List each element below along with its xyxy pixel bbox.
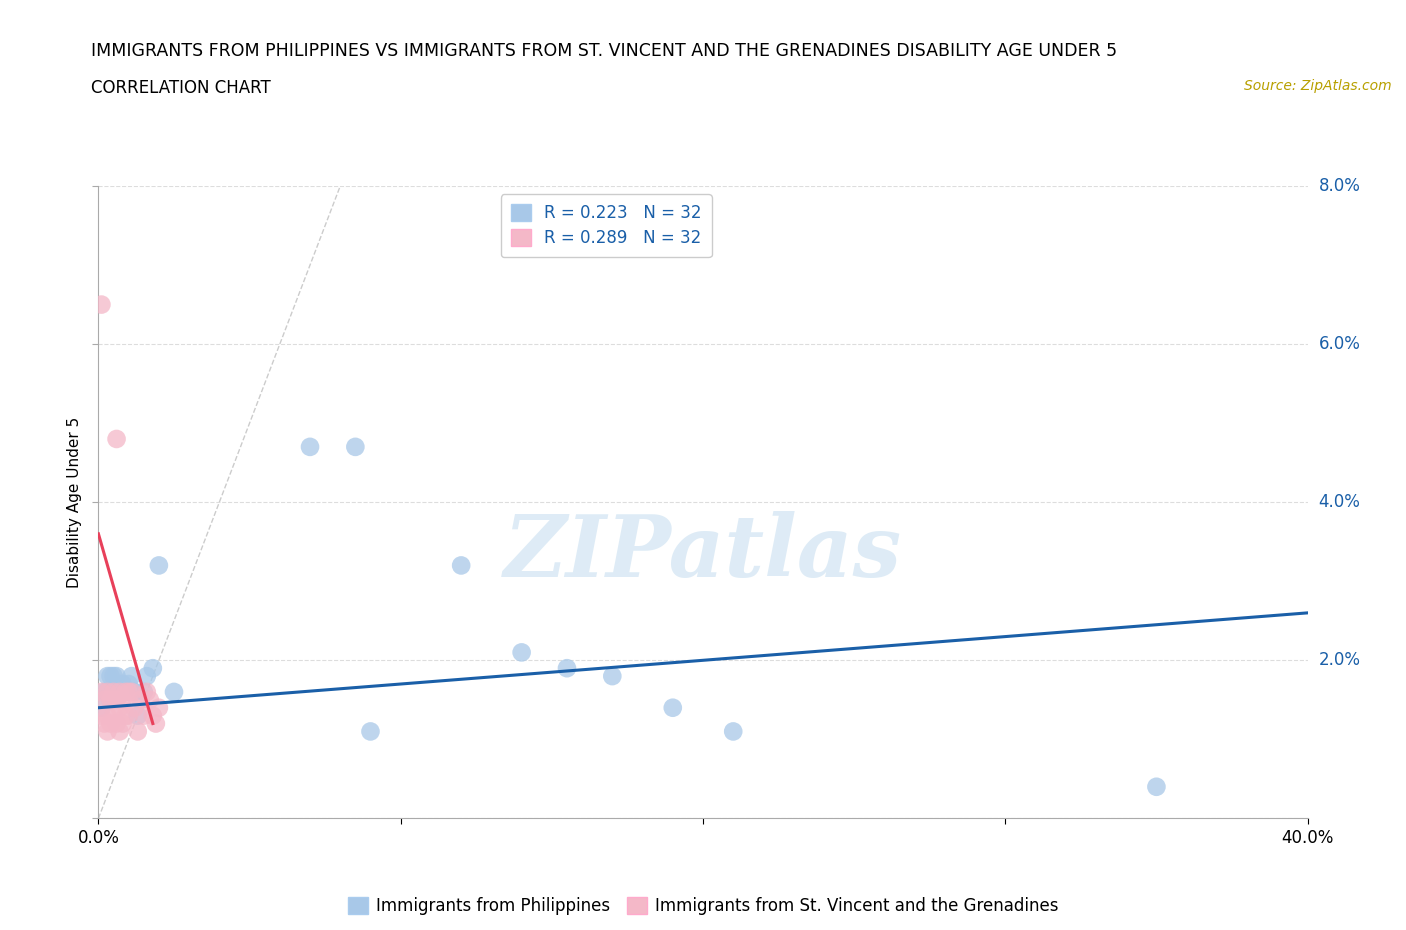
Point (142, 660, 165, 675)
Point (96, 684, 118, 699)
Point (108, 724, 131, 738)
Point (118, 709, 141, 724)
Point (93, 684, 115, 699)
Point (142, 709, 165, 724)
Point (96, 709, 118, 724)
Point (93, 716, 115, 731)
Point (118, 684, 141, 699)
Point (114, 684, 136, 699)
Point (90, 684, 112, 699)
Point (96, 684, 118, 699)
Point (108, 684, 131, 699)
Point (111, 716, 134, 731)
Point (90, 709, 112, 724)
Point (105, 692, 128, 708)
Point (105, 716, 128, 731)
Point (135, 684, 157, 699)
Point (135, 669, 157, 684)
Text: 8.0%: 8.0% (1319, 177, 1361, 195)
Point (105, 432, 128, 446)
Point (105, 692, 128, 708)
Point (661, 700, 683, 715)
Point (360, 724, 382, 738)
Point (105, 669, 128, 684)
Point (450, 558, 472, 573)
Point (148, 558, 170, 573)
Point (108, 700, 131, 715)
Point (124, 684, 146, 699)
Point (132, 709, 155, 724)
Point (163, 684, 186, 699)
Point (100, 692, 122, 708)
Point (145, 716, 167, 731)
Point (114, 709, 136, 724)
Point (90, 700, 112, 715)
Point (127, 724, 149, 738)
Point (108, 684, 131, 699)
Point (299, 440, 322, 455)
Point (100, 669, 122, 684)
Point (114, 684, 136, 699)
Point (132, 684, 155, 699)
Text: 4.0%: 4.0% (1319, 493, 1361, 512)
Point (118, 677, 141, 692)
Text: CORRELATION CHART: CORRELATION CHART (91, 79, 271, 97)
Point (103, 684, 125, 699)
Point (721, 724, 744, 738)
Point (103, 684, 125, 699)
Point (103, 669, 125, 684)
Point (100, 716, 122, 731)
Point (139, 692, 162, 708)
Point (127, 709, 149, 724)
Point (1144, 779, 1167, 794)
Point (90, 298, 112, 312)
Point (111, 692, 134, 708)
Text: ZIPatlas: ZIPatlas (503, 512, 903, 594)
Text: Source: ZipAtlas.com: Source: ZipAtlas.com (1244, 79, 1392, 93)
Point (96, 724, 118, 738)
Text: 6.0%: 6.0% (1319, 335, 1361, 353)
Point (344, 440, 367, 455)
Point (96, 669, 118, 684)
Legend: Immigrants from Philippines, Immigrants from St. Vincent and the Grenadines: Immigrants from Philippines, Immigrants … (340, 890, 1066, 922)
Point (111, 677, 134, 692)
Point (121, 669, 143, 684)
Point (124, 700, 146, 715)
Text: IMMIGRANTS FROM PHILIPPINES VS IMMIGRANTS FROM ST. VINCENT AND THE GRENADINES DI: IMMIGRANTS FROM PHILIPPINES VS IMMIGRANT… (91, 42, 1118, 60)
Point (148, 700, 170, 715)
Point (555, 660, 578, 675)
Point (602, 669, 624, 684)
Point (121, 684, 143, 699)
Text: 2.0%: 2.0% (1319, 651, 1361, 670)
Point (129, 692, 152, 708)
Y-axis label: Disability Age Under 5: Disability Age Under 5 (67, 417, 83, 588)
Point (103, 709, 125, 724)
Point (93, 692, 115, 708)
Point (100, 692, 122, 708)
Point (510, 645, 533, 660)
